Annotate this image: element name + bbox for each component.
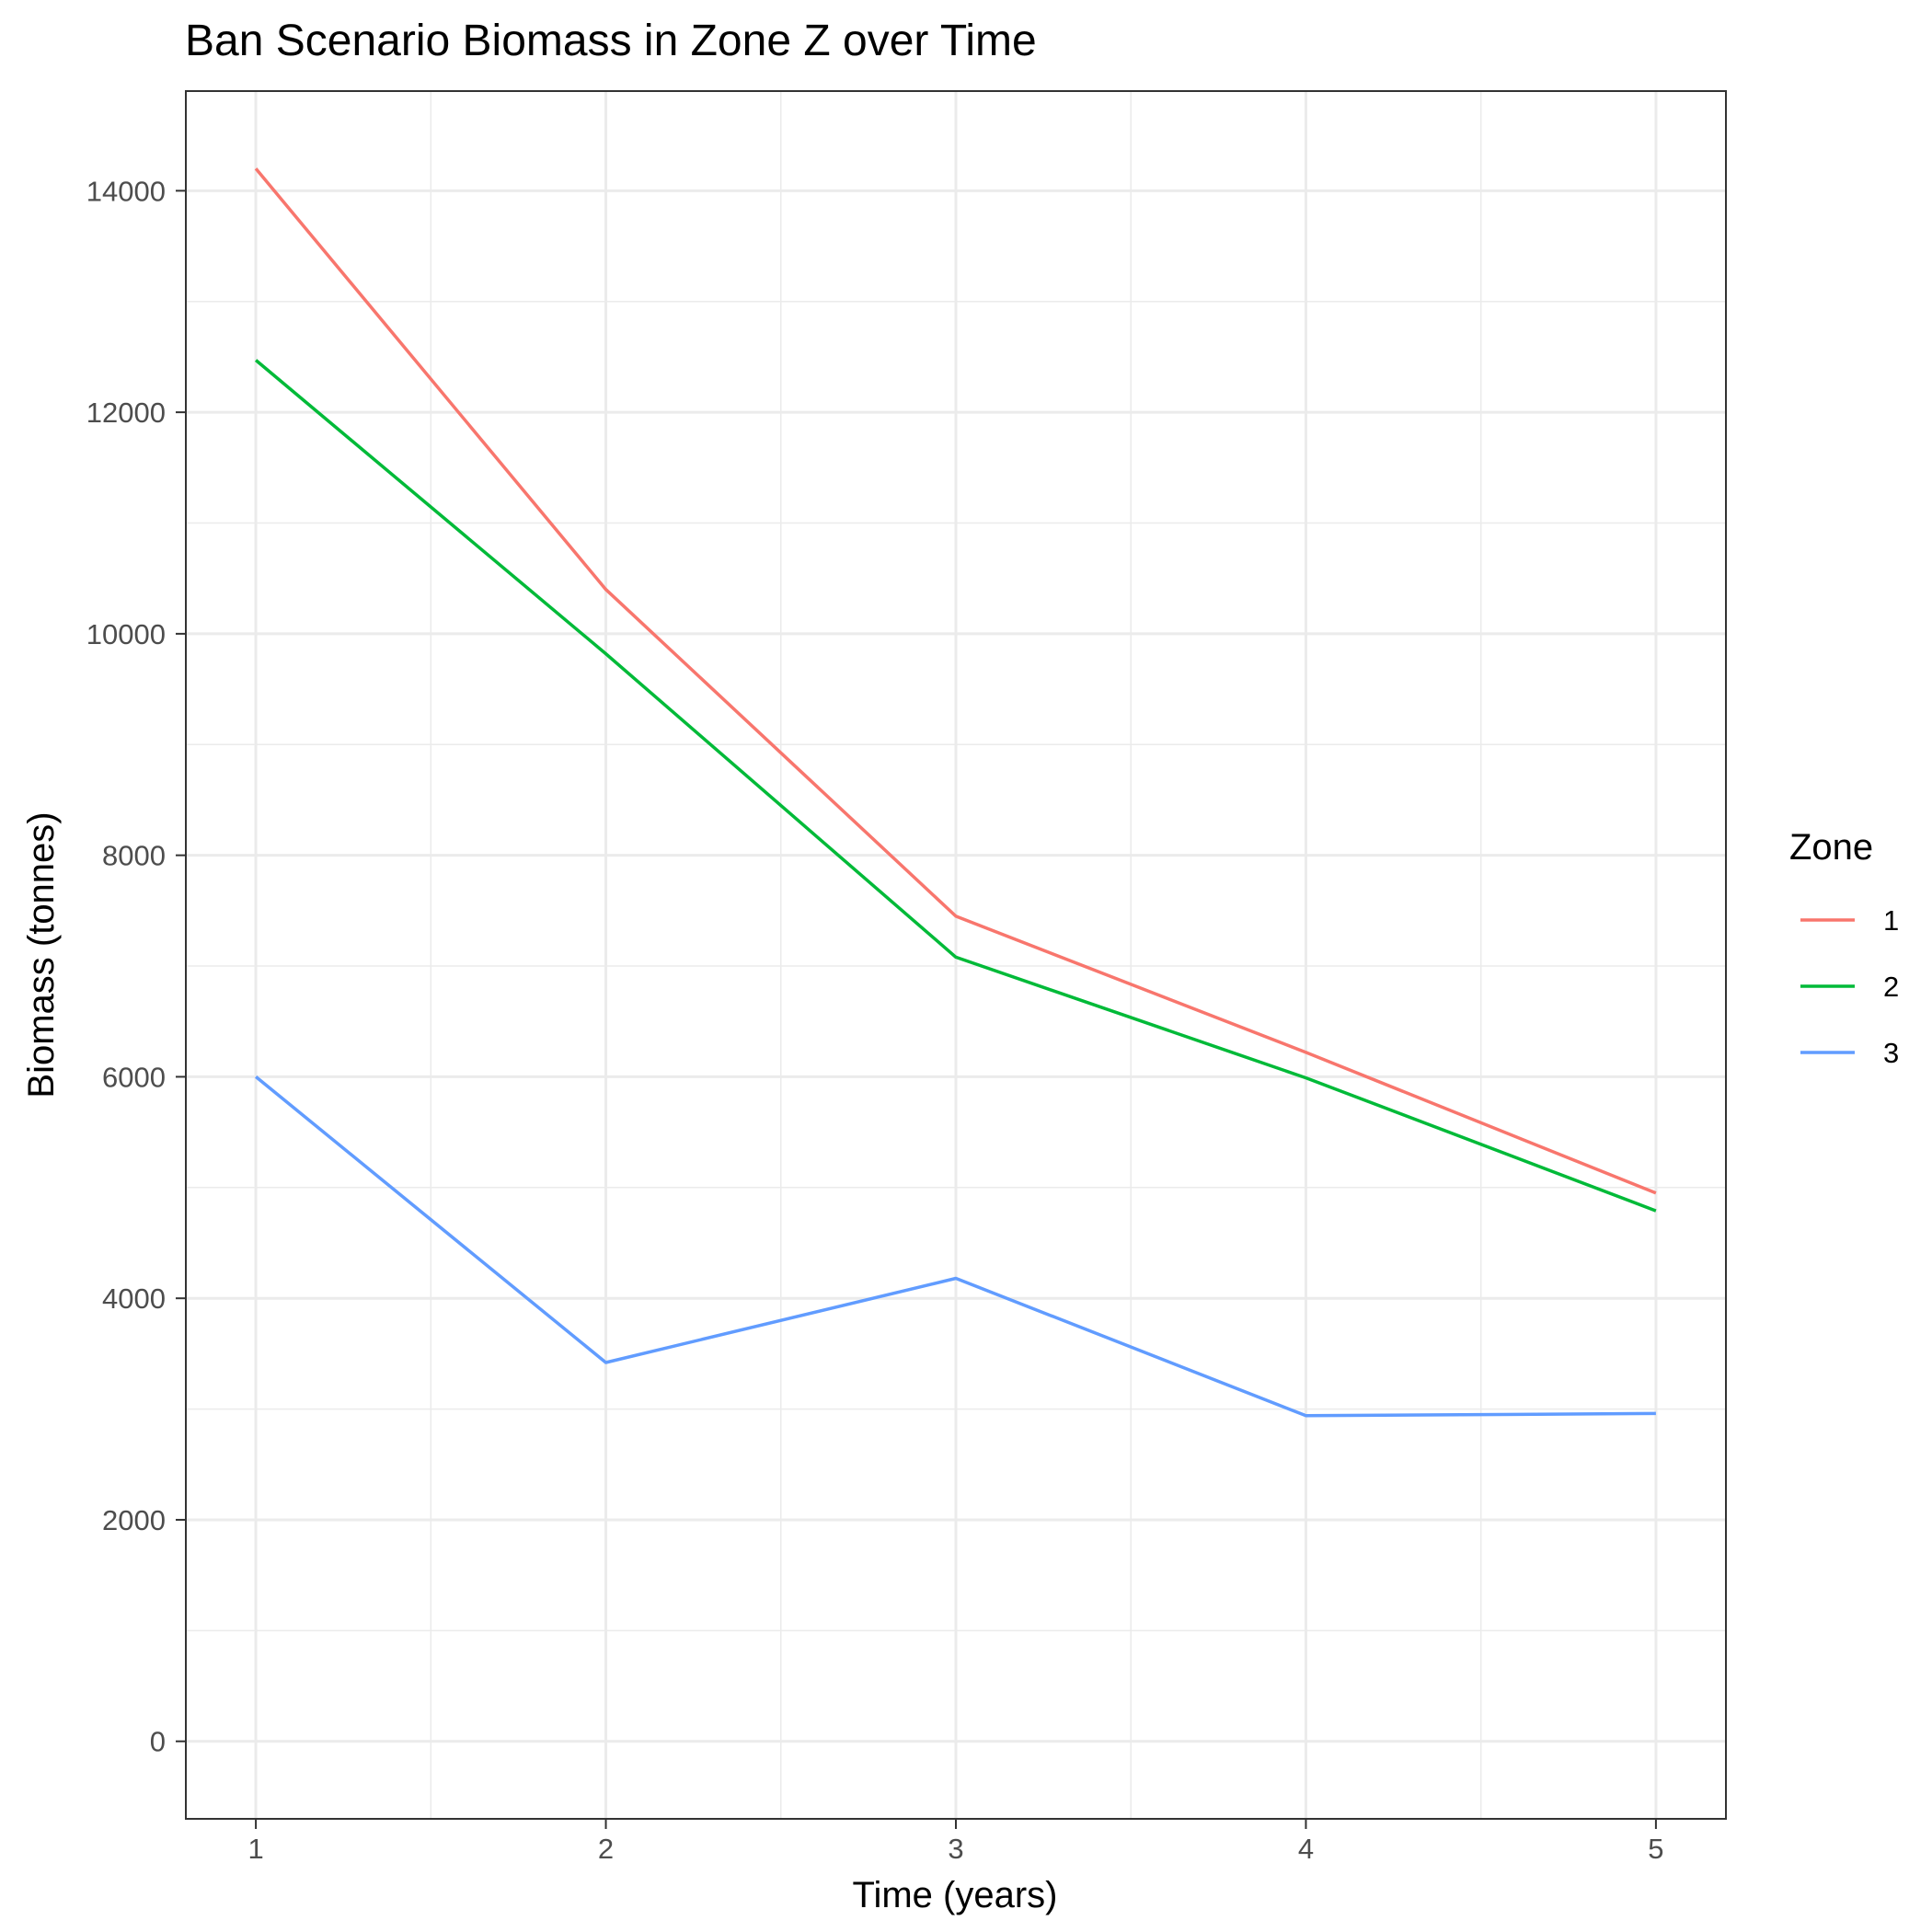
y-tick-label: 2000	[102, 1504, 166, 1536]
x-tick-label: 5	[1648, 1833, 1663, 1865]
y-tick-label: 14000	[86, 175, 166, 207]
legend-label-zone-3: 3	[1883, 1037, 1899, 1069]
x-tick-label: 4	[1298, 1833, 1314, 1865]
chart-title: Ban Scenario Biomass in Zone Z over Time	[185, 17, 1037, 65]
y-axis: 0 2000 4000 6000 8000 10000 12000 14000	[86, 175, 186, 1758]
y-tick-label: 6000	[102, 1061, 166, 1093]
series-line-zone-3	[254, 1075, 1656, 1418]
series-lines	[254, 167, 1657, 1418]
y-tick-label: 8000	[102, 840, 166, 872]
x-tick-label: 3	[948, 1833, 963, 1865]
x-tick-label: 2	[598, 1833, 614, 1865]
major-gridlines	[186, 91, 1726, 1819]
y-tick-label: 10000	[86, 618, 166, 650]
legend: Zone 1 2 3	[1789, 827, 1899, 1069]
y-tick-label: 12000	[86, 397, 166, 429]
y-axis-title: Biomass (tonnes)	[21, 811, 62, 1098]
legend-title: Zone	[1789, 827, 1873, 868]
legend-label-zone-2: 2	[1883, 971, 1899, 1003]
series-line-zone-1	[254, 167, 1657, 1195]
legend-label-zone-1: 1	[1883, 904, 1899, 937]
x-tick-label: 1	[247, 1833, 263, 1865]
x-axis: 1 2 3 4 5	[247, 1819, 1664, 1865]
y-tick-label: 0	[150, 1726, 166, 1758]
x-axis-title: Time (years)	[853, 1875, 1058, 1915]
y-tick-label: 4000	[102, 1282, 166, 1315]
series-line-zone-2	[254, 359, 1657, 1213]
